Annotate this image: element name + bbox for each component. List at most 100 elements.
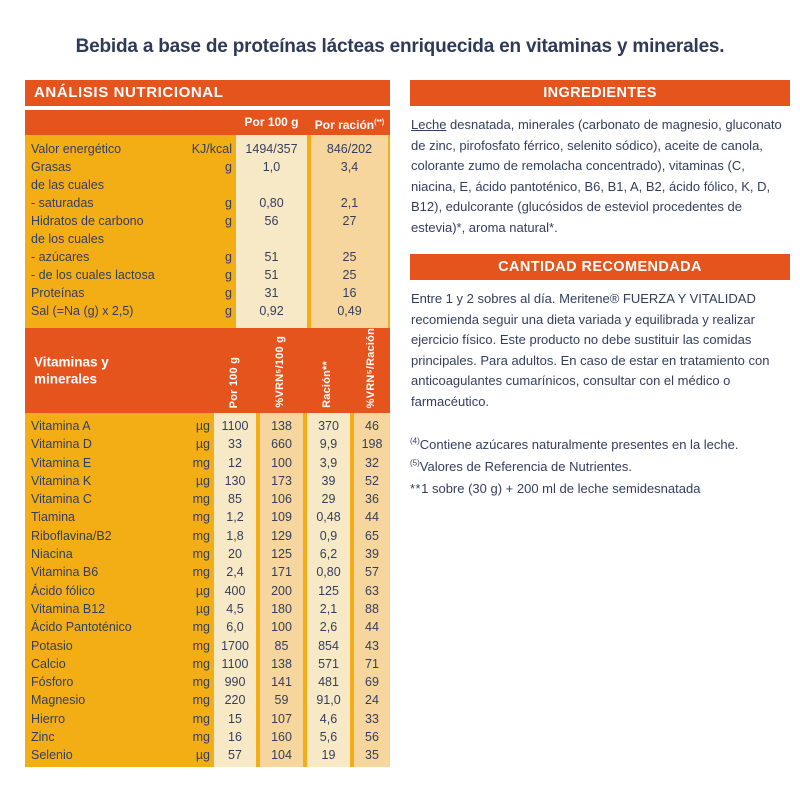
value-per-100g: 16 (228, 730, 242, 745)
column-headers-bar: Por 100 g Por ración(**) (25, 110, 390, 135)
value-vrn-per-100g: 104 (271, 748, 292, 763)
nutrient-unit: g (225, 250, 232, 264)
nutrient-unit: µg (195, 437, 210, 452)
nutrient-unit: mg (192, 711, 210, 726)
column-header-spacer (189, 110, 232, 138)
vitamin-table-row: Zinc mg 16 160 5,6 56 (25, 728, 390, 746)
ingredients-header: INGREDIENTES (410, 80, 790, 106)
vrn-100g-column-band (260, 413, 303, 767)
value-vrn-per-racion: 52 (365, 473, 379, 488)
value-vrn-per-racion: 24 (365, 693, 379, 708)
macro-table-row: Sal (=Na (g) x 2,5) g 0,92 0,49 (25, 302, 390, 320)
value-per-racion: 9,9 (319, 437, 338, 452)
value-vrn-per-racion: 71 (365, 656, 379, 671)
value-vrn-per-racion: 46 (365, 419, 379, 433)
nutrient-unit: µg (195, 473, 210, 488)
nutrient-label: Proteínas (31, 286, 85, 300)
product-description-title: Bebida a base de proteínas lácteas enriq… (75, 36, 725, 57)
nutrient-label: Fósforo (31, 675, 74, 690)
macro-table-row: de los cuales (25, 230, 390, 248)
nutrient-unit: KJ/kcal (191, 142, 232, 156)
footnote-line: (5)Valores de Referencia de Nutrientes. (410, 456, 790, 478)
value-vrn-per-racion: 56 (365, 730, 379, 745)
nutrient-label: Vitamina D (31, 437, 92, 452)
nutrient-unit: mg (192, 528, 210, 543)
nutrient-unit: mg (192, 492, 210, 507)
value-vrn-per-100g: 109 (271, 510, 292, 525)
nutrition-table-header: ANÁLISIS NUTRICIONAL (25, 80, 390, 106)
value-vrn-per-100g: 106 (271, 492, 292, 507)
value-vrn-per-100g: 107 (271, 711, 292, 726)
value-per-100g (236, 176, 307, 194)
per-serving-footnote-marker: (**) (374, 119, 385, 126)
value-per-100g: 220 (224, 693, 246, 708)
nutrient-unit: mg (192, 510, 210, 525)
value-per-racion: 29 (321, 492, 336, 507)
value-per-racion: 5,6 (319, 730, 338, 745)
value-vrn-per-racion: 198 (361, 437, 383, 452)
value-per-serving: 3,4 (340, 160, 359, 174)
vitamin-mineral-rows: Vitamina A µg 1100 138 370 46 Vitamina D µg 33 66… (25, 417, 390, 765)
vitamin-table-row: Vitamina D µg 33 660 9,9 198 (25, 435, 390, 453)
value-vrn-per-100g: 173 (271, 473, 292, 488)
nutrient-unit: g (225, 286, 232, 300)
vrn-racion-column-band (354, 413, 390, 767)
vitamin-table-row: Vitamina B6 mg 2,4 171 0,80 57 (25, 563, 390, 581)
value-per-100g: 1100 (221, 656, 249, 671)
nutrient-label: Valor energético (31, 142, 122, 156)
value-per-serving: 2,1 (340, 196, 359, 210)
nutrient-unit: g (225, 304, 232, 318)
nutrient-unit: g (225, 160, 232, 174)
macro-table-row: Grasas g 1,0 3,4 (25, 158, 390, 176)
value-per-100g: 51 (264, 268, 279, 282)
per-serving-column-header: Por ración(**) (311, 110, 388, 138)
vitamin-table-row: Vitamina A µg 1100 138 370 46 (25, 417, 390, 435)
value-vrn-per-racion: 33 (365, 711, 379, 726)
value-per-serving (311, 230, 388, 248)
value-per-100g: 1700 (221, 638, 249, 653)
rot-header-racion: Ración** (321, 361, 333, 408)
nutrient-unit: mg (192, 693, 210, 708)
value-vrn-per-100g: 59 (274, 693, 289, 708)
value-per-100g: 1494/357 (245, 142, 298, 156)
value-per-100g (236, 230, 307, 248)
nutrient-label: Magnesio (31, 693, 86, 708)
value-per-racion: 125 (318, 583, 339, 598)
per-serving-column-band (311, 135, 388, 328)
column-header-spacer (25, 110, 185, 138)
value-vrn-per-100g: 138 (271, 419, 292, 433)
nutrient-label: de los cuales (31, 232, 104, 246)
nutrient-unit: mg (192, 620, 210, 635)
footnote-line: **1 sobre (30 g) + 200 ml de leche semid… (410, 478, 790, 500)
value-vrn-per-100g: 125 (271, 547, 292, 562)
nutrient-unit: g (225, 268, 232, 282)
value-per-100g: 51 (264, 250, 279, 264)
content-columns: ANÁLISIS NUTRICIONAL Por 100 g Por ració… (25, 80, 790, 767)
per-100g-column-header: Por 100 g (236, 110, 307, 138)
vitamin-table-row: Magnesio mg 220 59 91,0 24 (25, 691, 390, 709)
nutrient-unit: mg (192, 455, 210, 470)
nutrient-unit: g (225, 214, 232, 228)
value-per-100g: 20 (228, 547, 242, 562)
recommended-amount-header: CANTIDAD RECOMENDADA (410, 254, 790, 281)
nutrient-label: Calcio (31, 656, 66, 671)
value-per-racion: 19 (321, 748, 336, 763)
macro-table-row: Proteínas g 31 16 (25, 284, 390, 302)
nutrient-unit: g (225, 196, 232, 210)
nutrient-label: Vitamina E (31, 455, 92, 470)
value-vrn-per-racion: 43 (365, 638, 379, 653)
footnotes-block: (4)Contiene azúcares naturalmente presen… (410, 434, 790, 499)
value-per-serving: 25 (342, 268, 357, 282)
value-per-serving: 25 (342, 250, 357, 264)
value-per-racion: 3,9 (319, 455, 338, 470)
value-vrn-per-100g: 85 (274, 638, 289, 653)
nutrient-unit: mg (192, 638, 210, 653)
vitamin-table-row: Ácido fólico µg 400 200 125 63 (25, 582, 390, 600)
vitamin-table-row: Fósforo mg 990 141 481 69 (25, 673, 390, 691)
value-per-racion: 0,48 (316, 510, 341, 525)
per-100g-column-band (236, 135, 307, 328)
macro-table-row: - saturadas g 0,80 2,1 (25, 194, 390, 212)
value-per-racion: 481 (318, 675, 339, 690)
value-vrn-per-racion: 44 (365, 620, 379, 635)
